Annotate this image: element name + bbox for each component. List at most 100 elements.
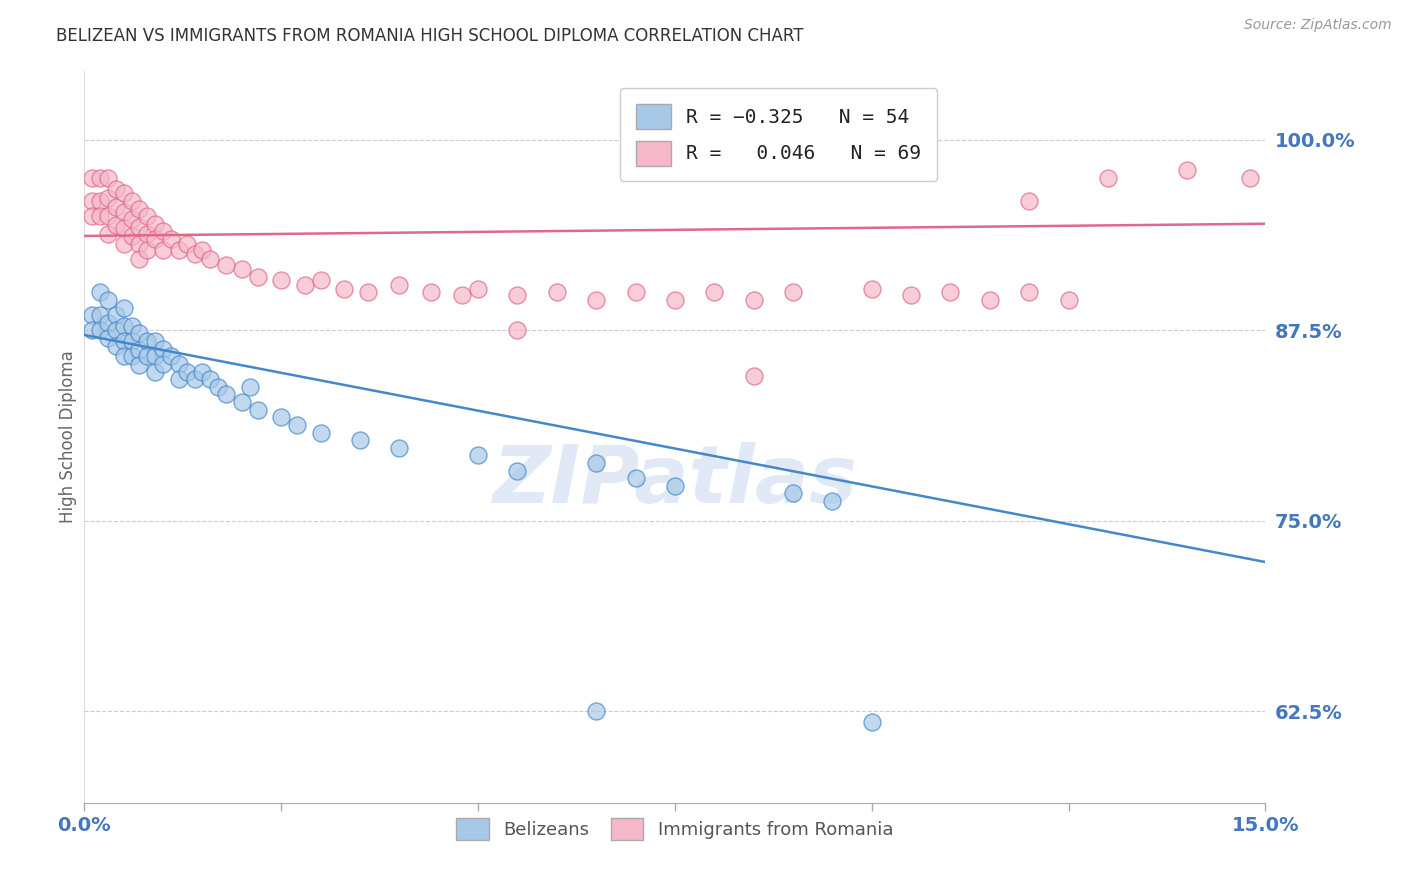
Point <box>152 357 174 371</box>
Point <box>285 417 308 432</box>
Point <box>82 171 104 186</box>
Point <box>388 277 411 292</box>
Point <box>89 285 111 300</box>
Point <box>112 318 135 333</box>
Point <box>270 410 292 425</box>
Point <box>136 349 159 363</box>
Text: ZIPatlas: ZIPatlas <box>492 442 858 520</box>
Point <box>152 342 174 356</box>
Point <box>333 282 356 296</box>
Point <box>82 308 104 322</box>
Point <box>104 308 127 322</box>
Point <box>97 191 120 205</box>
Point <box>246 402 269 417</box>
Point <box>97 316 120 330</box>
Point <box>97 209 120 223</box>
Point <box>121 334 143 348</box>
Point <box>136 227 159 242</box>
Point <box>112 186 135 201</box>
Point <box>294 277 316 292</box>
Point <box>1239 171 1261 186</box>
Point <box>160 232 183 246</box>
Point <box>782 486 804 500</box>
Point <box>506 464 529 478</box>
Point <box>191 365 214 379</box>
Point <box>349 433 371 447</box>
Point <box>89 194 111 208</box>
Point <box>176 236 198 251</box>
Point <box>104 200 127 214</box>
Point <box>860 714 883 729</box>
Point <box>309 273 332 287</box>
Point <box>82 194 104 208</box>
Point <box>89 308 111 322</box>
Point <box>152 224 174 238</box>
Point <box>1175 163 1198 178</box>
Point <box>121 318 143 333</box>
Point <box>388 441 411 455</box>
Point <box>89 171 111 186</box>
Point <box>128 202 150 216</box>
Point <box>200 252 222 266</box>
Point <box>183 372 205 386</box>
Point <box>121 194 143 208</box>
Point <box>128 252 150 266</box>
Point <box>664 293 686 307</box>
Point <box>136 334 159 348</box>
Point <box>270 273 292 287</box>
Point <box>506 323 529 337</box>
Point <box>664 479 686 493</box>
Point <box>136 243 159 257</box>
Point <box>97 171 120 186</box>
Point <box>246 270 269 285</box>
Point <box>176 365 198 379</box>
Point <box>1057 293 1080 307</box>
Point <box>585 293 607 307</box>
Point <box>506 288 529 302</box>
Point <box>167 357 190 371</box>
Point <box>979 293 1001 307</box>
Point <box>143 349 166 363</box>
Point <box>231 395 253 409</box>
Point <box>128 326 150 341</box>
Point <box>239 380 262 394</box>
Point <box>200 372 222 386</box>
Point <box>546 285 568 300</box>
Point <box>97 293 120 307</box>
Point <box>112 334 135 348</box>
Point <box>89 323 111 337</box>
Point <box>1097 171 1119 186</box>
Point <box>207 380 229 394</box>
Point <box>128 343 150 358</box>
Point <box>419 285 441 300</box>
Point <box>152 243 174 257</box>
Point <box>112 204 135 219</box>
Point <box>1018 194 1040 208</box>
Point <box>128 359 150 373</box>
Point <box>357 285 380 300</box>
Point <box>104 219 127 233</box>
Point <box>939 285 962 300</box>
Point <box>112 221 135 235</box>
Point <box>467 282 489 296</box>
Point <box>143 217 166 231</box>
Point <box>143 365 166 379</box>
Point <box>143 232 166 246</box>
Point <box>231 262 253 277</box>
Point <box>89 209 111 223</box>
Point <box>309 425 332 440</box>
Point <box>97 227 120 242</box>
Point <box>82 209 104 223</box>
Point <box>191 243 214 257</box>
Point <box>215 387 238 401</box>
Point <box>1018 285 1040 300</box>
Point <box>624 285 647 300</box>
Point <box>160 349 183 363</box>
Text: BELIZEAN VS IMMIGRANTS FROM ROMANIA HIGH SCHOOL DIPLOMA CORRELATION CHART: BELIZEAN VS IMMIGRANTS FROM ROMANIA HIGH… <box>56 27 804 45</box>
Point <box>121 349 143 363</box>
Point <box>82 323 104 337</box>
Point <box>167 372 190 386</box>
Point <box>121 228 143 243</box>
Point <box>128 236 150 251</box>
Y-axis label: High School Diploma: High School Diploma <box>59 351 77 524</box>
